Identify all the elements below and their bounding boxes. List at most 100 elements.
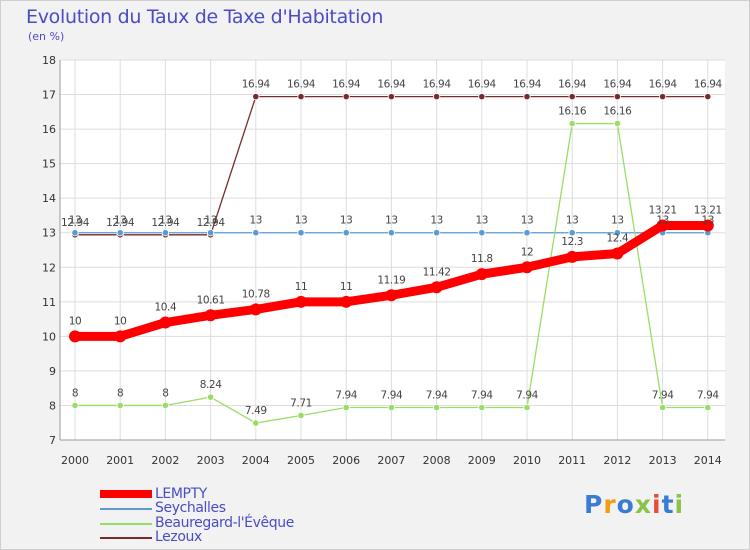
x-tick-label: 2006: [332, 454, 360, 467]
legend-item-lempty: LEMPTY: [100, 486, 400, 503]
data-point: [387, 229, 395, 237]
legend-label-seychalles: Seychalles: [155, 500, 226, 516]
data-label: 13: [430, 215, 443, 227]
data-label: 13: [69, 215, 82, 227]
data-label: 10.78: [242, 288, 270, 300]
data-label: 16.94: [513, 79, 542, 91]
data-point: [252, 419, 260, 427]
data-label: 13: [159, 215, 172, 227]
data-point: [114, 330, 127, 343]
data-point: [342, 229, 350, 237]
data-label: 13: [385, 215, 398, 227]
data-label: 12.94: [151, 217, 180, 229]
data-label: 7.94: [381, 390, 403, 402]
y-tick-label: 15: [42, 158, 56, 171]
data-point: [252, 229, 260, 237]
logo-letter: t: [661, 490, 675, 519]
data-label: 8.24: [200, 379, 222, 391]
data-label: 12.94: [106, 217, 135, 229]
x-tick-label: 2003: [197, 454, 225, 467]
data-point: [432, 403, 441, 412]
data-point: [385, 289, 398, 302]
data-point: [568, 229, 576, 237]
y-tick-label: 12: [42, 261, 56, 274]
x-tick-label: 2007: [377, 454, 405, 467]
data-point: [297, 229, 305, 237]
data-point: [432, 229, 441, 237]
data-point: [71, 229, 79, 237]
x-tick-label: 2012: [603, 454, 631, 467]
legend-label-lezoux: Lezoux: [155, 529, 202, 545]
data-label: 12.94: [197, 217, 226, 229]
data-label: 10.4: [155, 302, 177, 314]
data-label: 7.71: [290, 397, 312, 409]
data-label: 13.21: [649, 204, 677, 216]
data-label: 13: [204, 215, 217, 227]
y-tick-label: 17: [42, 89, 56, 102]
data-point: [387, 403, 395, 412]
logo-letter: r: [603, 490, 617, 519]
data-label: 12.4: [607, 232, 629, 244]
data-point: [704, 403, 712, 412]
data-point: [69, 330, 81, 343]
data-point: [656, 219, 669, 232]
data-label: 13.21: [694, 204, 722, 216]
x-tick-label: 2005: [287, 454, 315, 467]
data-point: [478, 229, 486, 237]
data-label: 13: [476, 215, 489, 227]
y-tick-label: 11: [42, 296, 56, 309]
data-point: [161, 401, 169, 410]
data-label: 16.94: [332, 79, 361, 91]
data-label: 7.94: [335, 390, 357, 402]
data-point: [249, 303, 262, 316]
chart-title: Evolution du Taux de Taxe d'Habitation: [26, 6, 384, 28]
y-tick-label: 9: [49, 365, 56, 378]
logo-letter: P: [584, 490, 604, 519]
data-point: [340, 295, 353, 308]
data-point: [523, 403, 531, 412]
data-label: 13: [114, 215, 127, 227]
data-label: 10.61: [197, 294, 225, 306]
data-point: [523, 93, 531, 101]
data-label: 12.3: [561, 236, 583, 248]
data-point: [432, 93, 441, 101]
data-point: [568, 119, 576, 128]
data-label: 7.94: [697, 390, 719, 402]
data-point: [523, 229, 531, 237]
data-point: [207, 229, 215, 237]
data-point: [387, 93, 395, 101]
data-label: 13: [611, 215, 624, 227]
data-label: 11: [295, 281, 308, 293]
legend-swatch-lempty: [100, 490, 152, 498]
data-label: 16.94: [242, 79, 271, 91]
data-label: 13: [340, 215, 353, 227]
data-point: [161, 229, 169, 237]
data-label: 8: [162, 387, 168, 399]
data-point: [611, 247, 624, 260]
data-label: 7.94: [516, 390, 538, 402]
data-point: [342, 403, 350, 412]
data-label: 16.16: [603, 106, 632, 118]
data-label: 12: [521, 246, 534, 258]
data-point: [295, 295, 307, 308]
legend-label-beauregard: Beauregard-l'Évêque: [155, 515, 294, 531]
data-point: [204, 309, 217, 322]
data-point: [568, 93, 576, 101]
y-tick-label: 10: [42, 330, 56, 343]
data-label: 11: [340, 281, 353, 293]
data-point: [658, 93, 667, 101]
data-point: [116, 229, 124, 237]
data-label: 7.94: [426, 390, 448, 402]
data-label: 16.16: [558, 106, 587, 118]
y-tick-label: 16: [42, 123, 56, 136]
data-point: [701, 219, 714, 232]
data-point: [475, 268, 488, 281]
legend-swatch-beauregard: [100, 523, 152, 525]
data-point: [342, 93, 350, 101]
x-tick-label: 2001: [106, 454, 134, 467]
logo-letter: i: [674, 490, 685, 519]
data-label: 7.94: [652, 390, 674, 402]
y-tick-label: 8: [49, 399, 56, 412]
data-point: [613, 119, 622, 128]
data-point: [71, 401, 79, 410]
